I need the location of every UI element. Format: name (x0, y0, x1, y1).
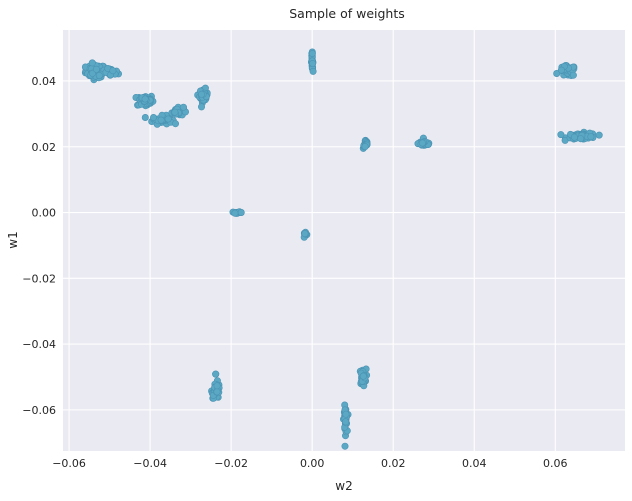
data-point (213, 382, 221, 390)
data-point (557, 66, 565, 74)
data-point (164, 115, 172, 123)
x-tick-label: 0.06 (543, 457, 568, 470)
y-tick-label: 0.00 (32, 207, 57, 220)
x-axis-label: w2 (335, 479, 352, 493)
data-point (198, 90, 206, 98)
point-cluster (553, 61, 578, 80)
point-cluster (300, 228, 311, 241)
data-point (309, 67, 317, 75)
point-cluster (356, 365, 371, 390)
data-point (180, 103, 188, 111)
point-cluster (132, 92, 157, 110)
point-cluster (168, 103, 190, 119)
x-axis-ticks: −0.06 −0.04 −0.02 0.00 0.02 0.04 0.06 (52, 457, 567, 470)
y-tick-label: 0.04 (32, 75, 57, 88)
data-point (231, 209, 239, 217)
point-cluster (557, 128, 603, 144)
data-point (418, 139, 426, 147)
x-tick-label: −0.04 (133, 457, 167, 470)
x-tick-label: 0.04 (462, 457, 487, 470)
data-point (341, 442, 349, 450)
x-tick-label: 0.00 (300, 457, 325, 470)
data-point (359, 372, 367, 380)
grid-lines (63, 30, 625, 451)
data-point (595, 131, 603, 139)
data-point (309, 59, 317, 67)
data-point (361, 143, 369, 151)
data-points (81, 48, 603, 450)
data-point (88, 59, 96, 67)
point-cluster (102, 65, 123, 79)
data-point (301, 230, 309, 238)
data-point (171, 108, 179, 116)
point-cluster (212, 370, 220, 378)
point-cluster (141, 111, 180, 128)
data-point (212, 370, 220, 378)
point-cluster (81, 59, 108, 84)
data-point (109, 67, 117, 75)
data-point (141, 95, 149, 103)
data-point (92, 65, 100, 73)
x-tick-label: −0.02 (214, 457, 248, 470)
y-axis-label: w1 (6, 231, 20, 248)
data-point (553, 70, 561, 78)
data-point (308, 49, 316, 57)
y-tick-label: 0.02 (32, 141, 57, 154)
data-point (577, 135, 585, 143)
y-tick-label: −0.04 (22, 338, 56, 351)
data-point (141, 114, 149, 122)
y-tick-label: −0.02 (22, 272, 56, 285)
data-point (569, 71, 577, 79)
point-cluster (414, 134, 433, 149)
point-cluster (359, 136, 371, 152)
data-point (557, 131, 565, 139)
data-point (198, 103, 206, 111)
data-point (342, 410, 350, 418)
point-cluster (307, 48, 317, 75)
data-point (157, 116, 165, 124)
x-tick-label: 0.02 (381, 457, 406, 470)
data-point (570, 133, 578, 141)
data-point (150, 114, 158, 122)
point-cluster (339, 401, 352, 450)
x-tick-label: −0.06 (52, 457, 86, 470)
point-cluster (229, 208, 245, 217)
data-point (95, 72, 103, 80)
plot-area (63, 30, 625, 451)
point-cluster (194, 84, 211, 111)
data-point (172, 120, 180, 128)
data-point (587, 133, 595, 141)
chart-title: Sample of weights (289, 6, 405, 21)
y-axis-ticks: −0.06 −0.04 −0.02 0.00 0.02 0.04 (22, 75, 56, 417)
y-tick-label: −0.06 (22, 404, 56, 417)
data-point (342, 418, 350, 426)
data-point (237, 209, 245, 217)
point-cluster (208, 377, 223, 402)
data-point (213, 388, 221, 396)
